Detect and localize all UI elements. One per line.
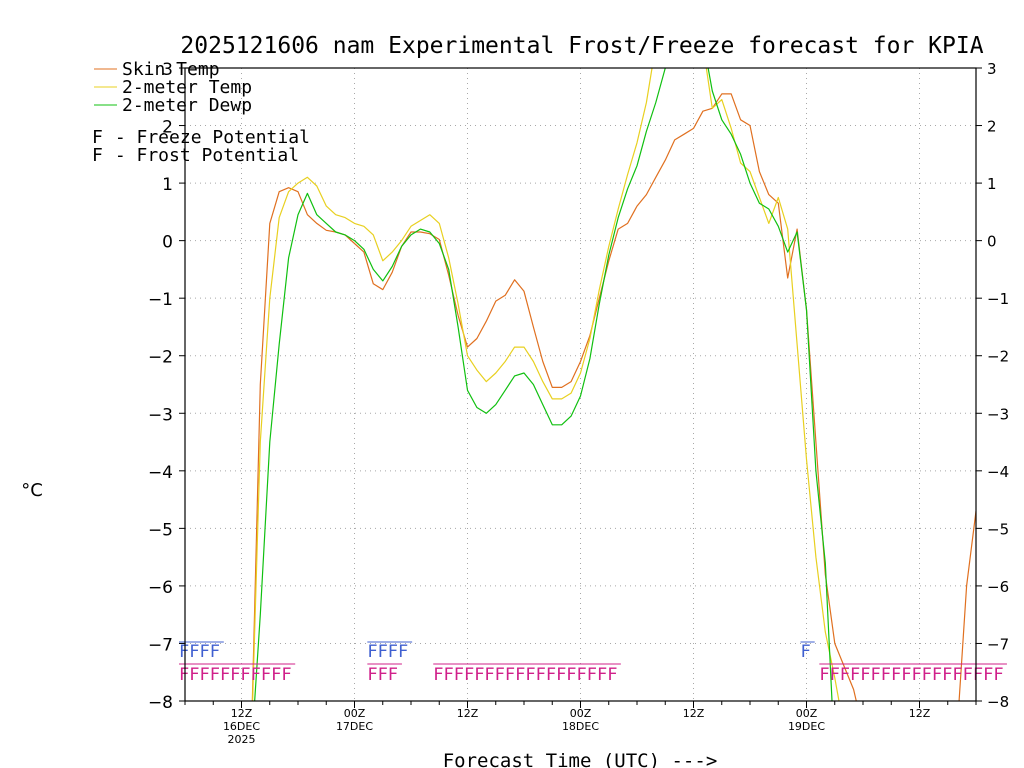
legend-frost-label: - Frost Potential	[104, 145, 299, 166]
y-tick-label-left: −4	[148, 463, 173, 483]
legend-skin-temp: Skin Temp	[122, 59, 220, 80]
y-tick-label-left: −7	[148, 635, 173, 655]
y-tick-label-left: −5	[148, 520, 173, 540]
y-tick-label-left: 0	[162, 233, 173, 253]
x-tick-date: 18DEC	[562, 720, 599, 733]
series-line-2-meter-dewp	[254, 68, 833, 701]
potential-flags: FFFF FFFF FFFFFFFFFFFF FFF FFFFFFFFFFFFFFFFF…	[179, 641, 1007, 685]
y-tick-label-right: −4	[987, 463, 1009, 481]
legend-freeze-label: - Freeze Potential	[104, 127, 310, 148]
x-tick-date: 19DEC	[788, 720, 825, 733]
y-tick-label-left: −2	[148, 348, 173, 368]
freeze-potential-flags: FFFFFFFFFFF	[179, 665, 292, 685]
y-axis: −8 −8 −7 −7 −6 −6 −5 −5 −4 −4 −3 −3 −2 −2 −1 −1 0 0 1 1 2 2 3 3	[148, 60, 1009, 713]
x-tick-date: 17DEC	[336, 720, 373, 733]
x-tick-label: 12Z	[231, 707, 253, 720]
series-line-2-meter-temp	[252, 68, 840, 701]
series-line-skin-temp	[251, 93, 976, 701]
y-tick-label-right: −3	[987, 405, 1009, 423]
frost-potential-flags: FFFF	[179, 642, 220, 662]
x-tick-date: 16DEC	[223, 720, 260, 733]
plot-frame	[184, 67, 977, 702]
x-tick-label: 00Z	[344, 707, 366, 720]
y-tick-label-left: −1	[148, 290, 173, 310]
legend: Skin Temp 2-meter Temp 2-meter Dewp F - …	[92, 59, 310, 166]
y-tick-label-left: −8	[148, 693, 173, 713]
y-tick-label-left: −6	[148, 578, 173, 598]
y-tick-label-left: 2	[162, 118, 173, 138]
frost-potential-flags: FFFF	[367, 642, 408, 662]
y-tick-label-right: 0	[987, 233, 997, 251]
freeze-potential-flags: FFF	[367, 665, 398, 685]
series-layer	[251, 68, 976, 701]
x-tick-label: 12Z	[909, 707, 931, 720]
freeze-potential-flags: FFFFFFFFFFFFFFFFFF	[819, 665, 1003, 685]
x-tick-label: 12Z	[457, 707, 479, 720]
y-tick-label-left: 3	[162, 60, 173, 80]
x-tick-label: 00Z	[570, 707, 592, 720]
y-tick-label-right: 2	[987, 118, 997, 136]
y-tick-label-right: 1	[987, 175, 997, 193]
y-tick-label-right: −7	[987, 635, 1009, 653]
chart-title: 2025121606 nam Experimental Frost/Freeze…	[180, 33, 983, 59]
y-tick-label-right: −1	[987, 290, 1009, 308]
legend-2m-dewp: 2-meter Dewp	[122, 95, 252, 116]
y-axis-unit: °C	[21, 480, 43, 501]
x-tick-label: 12Z	[683, 707, 705, 720]
y-tick-label-right: −2	[987, 348, 1009, 366]
legend-frost-letter: F	[92, 145, 103, 166]
y-tick-label-right: 3	[987, 60, 997, 78]
y-tick-label-right: −8	[987, 693, 1009, 711]
frost-potential-flags: F	[801, 642, 811, 662]
y-tick-label-left: 1	[162, 175, 173, 195]
x-axis-title: Forecast Time (UTC) --->	[443, 750, 718, 768]
y-tick-label-left: −3	[148, 405, 173, 425]
legend-2m-temp: 2-meter Temp	[122, 77, 252, 98]
y-tick-label-right: −5	[987, 520, 1009, 538]
legend-freeze-letter: F	[92, 127, 103, 148]
y-tick-label-right: −6	[987, 578, 1009, 596]
freeze-potential-flags: FFFFFFFFFFFFFFFFFF	[433, 665, 617, 685]
grid-lines	[185, 68, 976, 701]
x-tick-label: 00Z	[796, 707, 818, 720]
x-tick-year: 2025	[228, 733, 256, 746]
